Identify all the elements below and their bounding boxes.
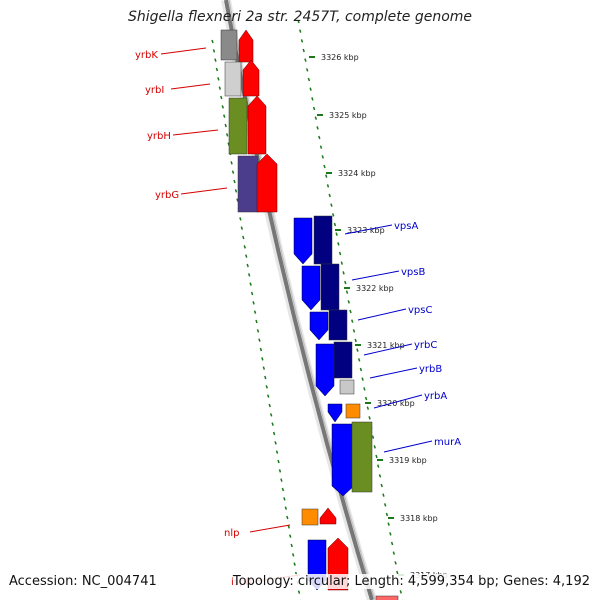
outer-tick-track-right — [297, 19, 403, 600]
gene-label-yrbK[interactable]: yrbK — [135, 50, 158, 61]
gene-label-vpsB[interactable]: vpsB — [401, 267, 425, 278]
gene-vpsB-cog — [320, 263, 340, 311]
gene-label-leader-vpsB — [351, 270, 400, 281]
scale-tick-label: 3318 kbp — [400, 514, 438, 523]
gene-label-leader-murA — [383, 440, 433, 453]
scale-tick-label: 3320 kbp — [377, 399, 415, 408]
gene-vpsC-arrow — [309, 311, 329, 341]
scale-tick-label: 3324 kbp — [338, 169, 376, 178]
gene-label-vpsC[interactable]: vpsC — [408, 305, 432, 316]
gene-label-leader-yrbH — [172, 129, 219, 136]
gene-label-leader-yrbG — [180, 187, 228, 195]
gene-label-vpsA[interactable]: vpsA — [394, 221, 418, 232]
gene-label-yrbI[interactable]: yrbI — [145, 85, 164, 96]
gene-label-leader-yrbB — [369, 367, 418, 379]
gene-yrbH-cog — [228, 97, 248, 155]
gene-yrbK-cog — [220, 29, 238, 61]
gene-label-leader-yrbA — [373, 394, 423, 409]
page-title: Shigella flexneri 2a str. 2457T, complet… — [127, 9, 473, 25]
genome-stats-text: Topology: circular; Length: 4,599,354 bp… — [232, 574, 590, 589]
gene-label-leader-yrbI — [170, 83, 211, 90]
gene-yrbH-arrow — [247, 95, 267, 155]
gene-murA-arrow — [331, 423, 355, 497]
gene-yrbK-arrow — [238, 29, 254, 63]
gene-label-nlp[interactable]: nlp — [224, 528, 239, 539]
gene-label-leader-yrbK — [160, 47, 207, 55]
gene-label-yrbC[interactable]: yrbC — [414, 340, 437, 351]
scale-tick-label: 3325 kbp — [329, 111, 367, 120]
gene-yrbC-arrow — [315, 343, 335, 397]
gene-yrbB-cog — [339, 379, 355, 395]
gene-label-leader-yrbC — [363, 343, 413, 356]
gene-vpsA-cog — [313, 215, 333, 265]
gene-vpsC-cog — [328, 309, 348, 341]
gene-label-yrbA[interactable]: yrbA — [424, 391, 447, 402]
gene-yrbI-cog — [224, 61, 242, 97]
gene-yrbG-arrow — [256, 153, 278, 213]
scale-tick-label: 3326 kbp — [321, 53, 359, 62]
gene-label-leader-vpsA — [344, 224, 393, 235]
scale-tick-label: 3322 kbp — [356, 284, 394, 293]
gene-yrbG-cog — [237, 155, 259, 213]
accession-text: Accession: NC_004741 — [9, 574, 157, 589]
gene-yrbC-cog — [333, 341, 353, 379]
inner-tick-track-left — [211, 39, 301, 600]
gene-label-yrbB[interactable]: yrbB — [419, 364, 442, 375]
gene-label-yrbG[interactable]: yrbG — [155, 190, 179, 201]
scale-tick-label: 3319 kbp — [389, 456, 427, 465]
genome-backbone — [224, 0, 374, 600]
gene-murA-cog — [351, 421, 373, 493]
gene-partial-bottom — [375, 595, 399, 600]
gene-nlp-cog — [301, 508, 319, 526]
scale-tick-label: 3321 kbp — [367, 341, 405, 350]
gene-label-leader-nlp — [249, 524, 291, 533]
gene-label-leader-vpsC — [357, 308, 407, 321]
gene-yrbA-arrow — [327, 403, 343, 423]
gene-vpsA-arrow — [293, 217, 313, 265]
gene-label-yrbH[interactable]: yrbH — [147, 131, 171, 142]
gene-label-murA[interactable]: murA — [434, 437, 461, 448]
gene-yrbA-cog — [345, 403, 361, 419]
gene-nlp-arrow — [319, 507, 337, 525]
gene-yrbI-arrow — [242, 59, 260, 97]
gene-vpsB-arrow — [301, 265, 321, 311]
